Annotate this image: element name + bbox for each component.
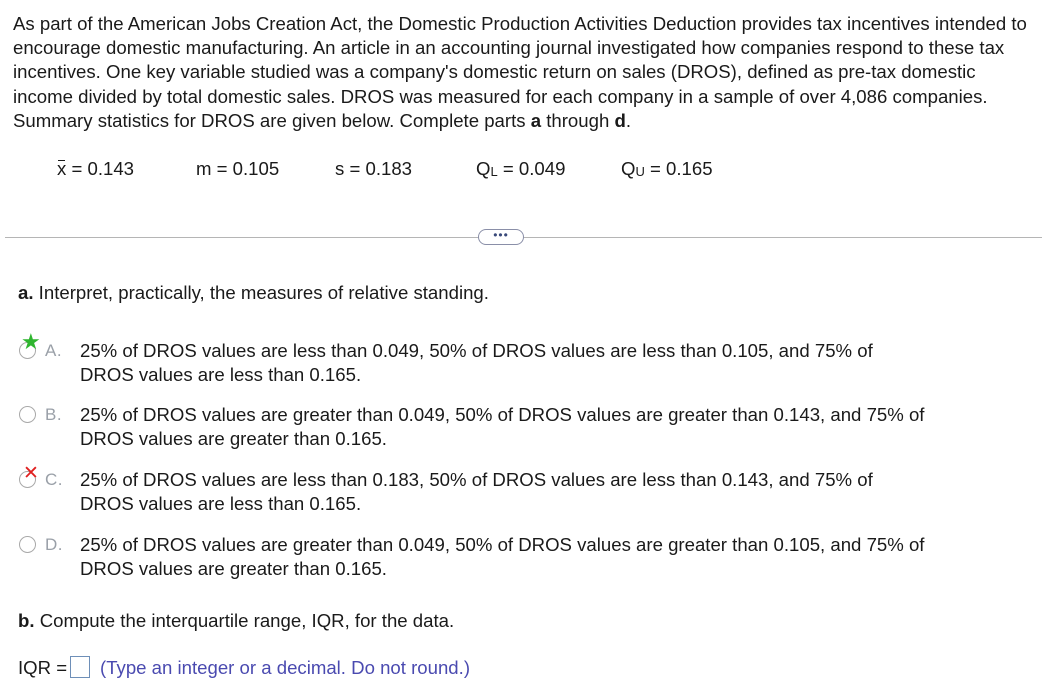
qu-subscript: U <box>635 164 645 179</box>
option-text: 25% of DROS values are less than 0.049, … <box>80 339 1025 387</box>
problem-intro: As part of the American Jobs Creation Ac… <box>13 12 1038 133</box>
option-line: DROS values are greater than 0.165. <box>80 558 387 579</box>
part-b-letter: b. <box>18 610 35 631</box>
option-a[interactable]: ★ A. 25% of DROS values are less than 0.… <box>19 331 1029 389</box>
radio-button[interactable] <box>19 471 36 488</box>
part-a-letter: a. <box>18 282 34 303</box>
iqr-hint: (Type an integer or a decimal. Do not ro… <box>100 657 471 678</box>
xbar-symbol: x <box>57 158 67 179</box>
option-letter: D. <box>45 535 63 554</box>
radio-button[interactable] <box>19 536 36 553</box>
stat-lower-quartile: QL = 0.049 <box>476 158 565 180</box>
option-line: DROS values are greater than 0.165. <box>80 428 387 449</box>
radio-button[interactable] <box>19 342 36 359</box>
summary-statistics: x = 0.143 m = 0.105 s = 0.183 QL = 0.049… <box>0 158 1045 188</box>
option-line: DROS values are less than 0.165. <box>80 364 362 385</box>
radio-button[interactable] <box>19 406 36 423</box>
option-b[interactable]: B. 25% of DROS values are greater than 0… <box>19 403 1029 453</box>
option-line: 25% of DROS values are less than 0.183, … <box>80 469 873 490</box>
more-button[interactable]: ••• <box>478 229 524 245</box>
iqr-input[interactable] <box>70 656 90 678</box>
part-a-prompt: Interpret, practically, the measures of … <box>33 282 489 303</box>
option-line: 25% of DROS values are less than 0.049, … <box>80 340 873 361</box>
stat-median: m = 0.105 <box>196 158 280 179</box>
stat-mean: x = 0.143 <box>57 158 134 180</box>
intro-end: . <box>625 109 631 131</box>
option-line: DROS values are less than 0.165. <box>80 493 362 514</box>
qu-value: = 0.165 <box>644 158 713 179</box>
option-text: 25% of DROS values are less than 0.183, … <box>80 468 1025 516</box>
iqr-label: IQR = <box>18 657 68 678</box>
intro-bold-a: a <box>530 109 542 131</box>
option-line: 25% of DROS values are greater than 0.04… <box>80 404 925 425</box>
option-line: 25% of DROS values are greater than 0.04… <box>80 534 925 555</box>
option-text: 25% of DROS values are greater than 0.04… <box>80 533 1025 581</box>
option-text: 25% of DROS values are greater than 0.04… <box>80 403 1025 451</box>
stat-sd: s = 0.183 <box>335 158 413 179</box>
option-letter: A. <box>45 341 63 360</box>
ql-value: = 0.049 <box>497 158 566 179</box>
qu-symbol: Q <box>621 158 636 179</box>
option-d[interactable]: D. 25% of DROS values are greater than 0… <box>19 533 1029 583</box>
part-a-question: a. Interpret, practically, the measures … <box>18 281 489 305</box>
ql-subscript: L <box>490 164 498 179</box>
ql-symbol: Q <box>476 158 491 179</box>
correct-star-icon: ★ <box>21 329 41 354</box>
part-b-question: b. Compute the interquartile range, IQR,… <box>18 609 454 633</box>
option-letter: B. <box>45 405 63 424</box>
intro-text: As part of the American Jobs Creation Ac… <box>13 13 1027 131</box>
option-letter: C. <box>45 470 63 489</box>
stat-mean-value: = 0.143 <box>66 158 135 179</box>
part-b-prompt: Compute the interquartile range, IQR, fo… <box>34 610 455 631</box>
incorrect-cross-icon: ✕ <box>23 463 39 484</box>
option-c[interactable]: ✕ C. 25% of DROS values are less than 0.… <box>19 463 1029 518</box>
stat-upper-quartile: QU = 0.165 <box>621 158 713 180</box>
intro-through: through <box>541 109 615 131</box>
intro-bold-d: d <box>614 109 626 131</box>
